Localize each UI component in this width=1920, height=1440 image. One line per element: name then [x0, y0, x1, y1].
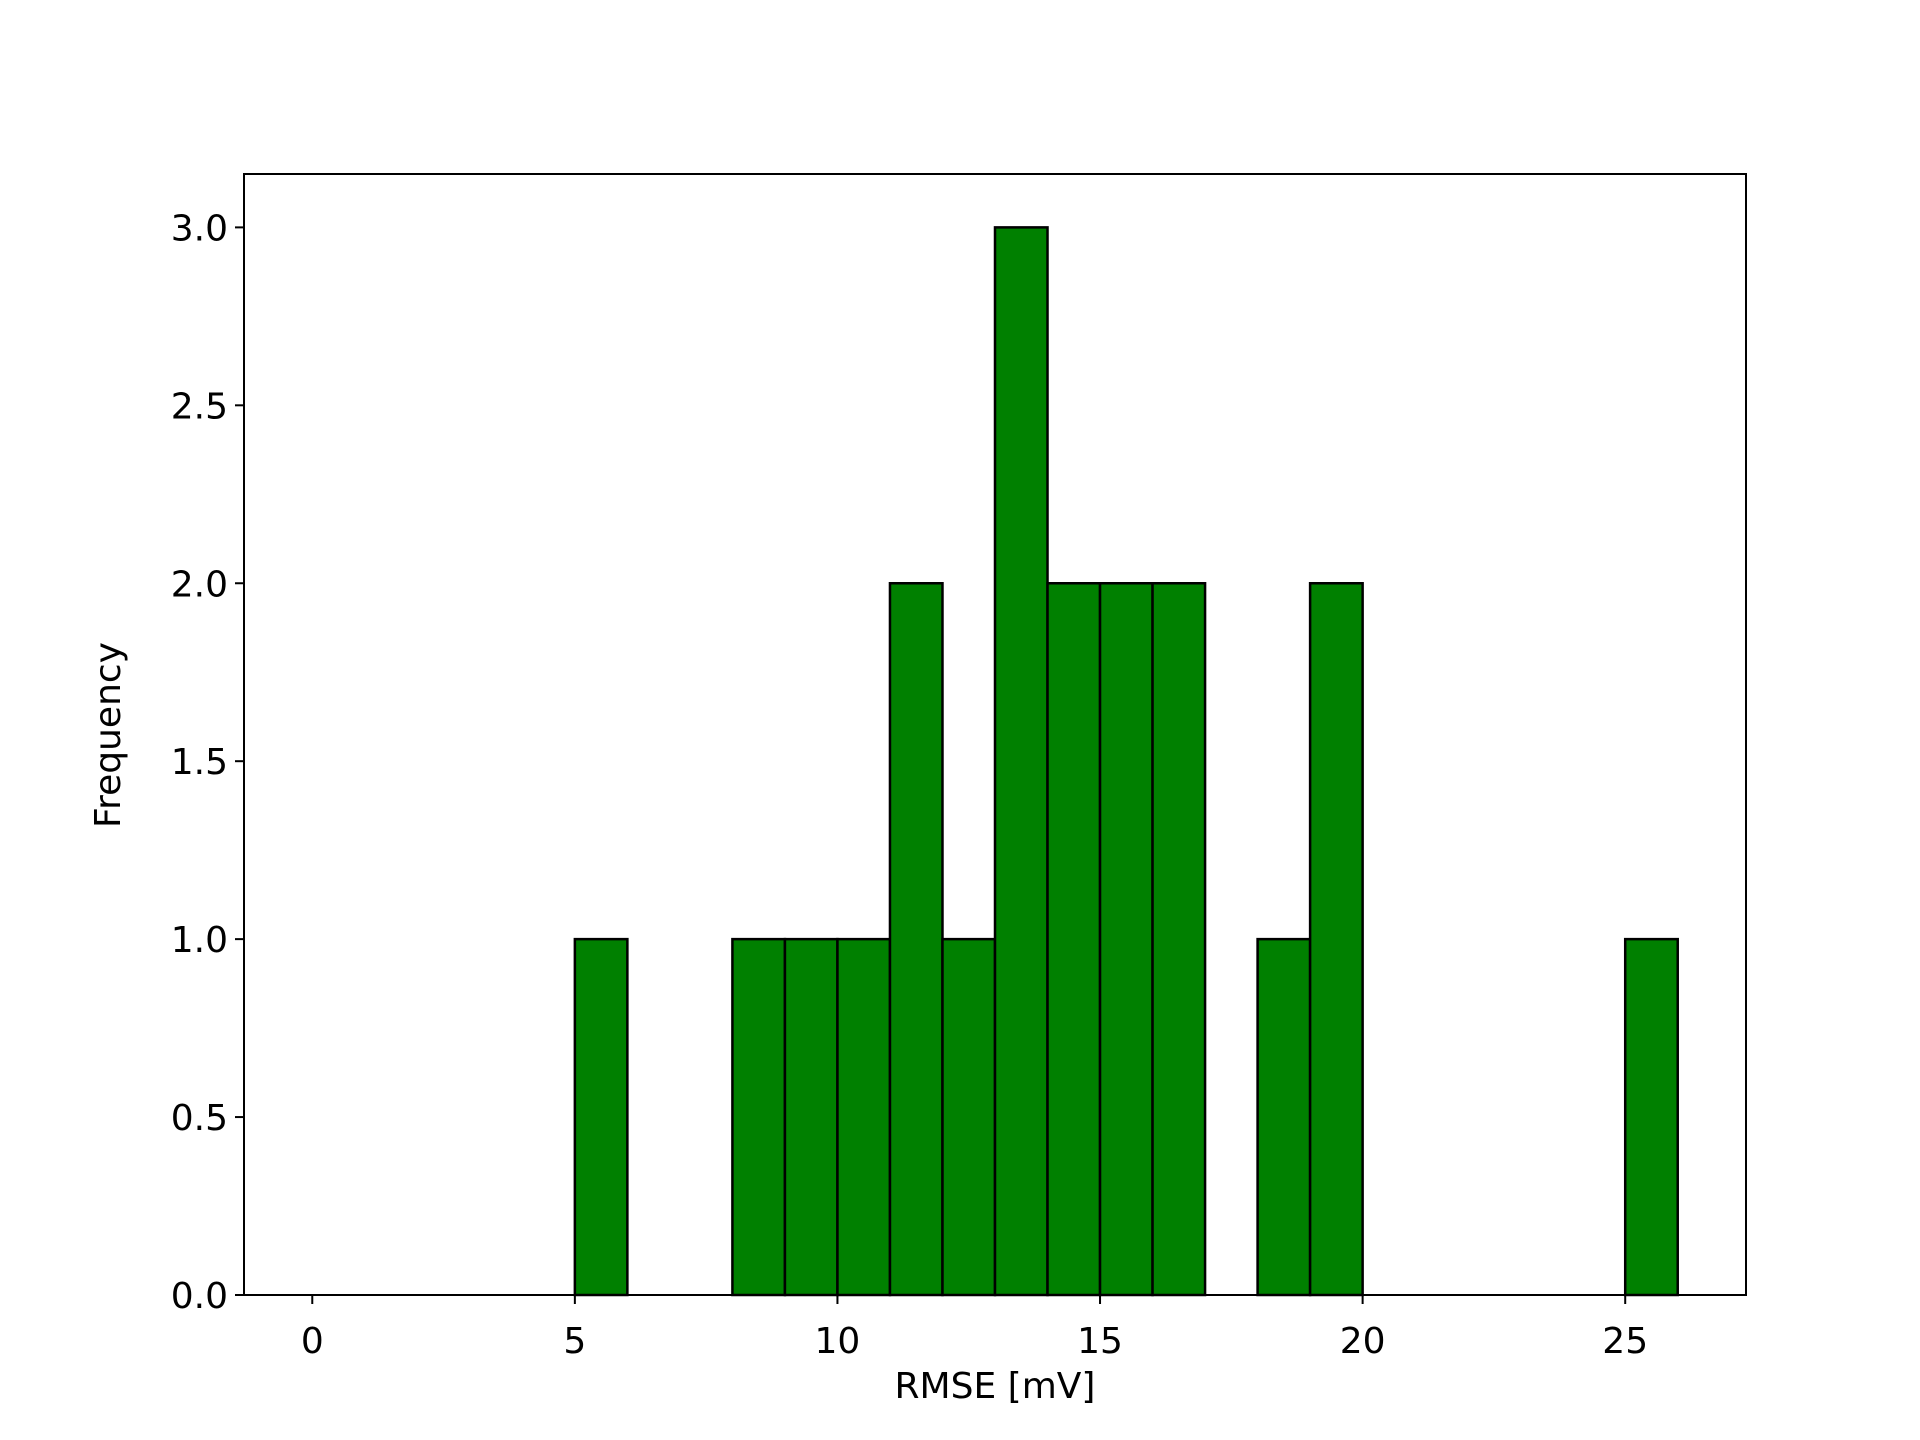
bar [1151, 582, 1207, 1297]
bar [836, 937, 892, 1297]
bar [783, 937, 839, 1297]
x-tick-label: 10 [815, 1321, 861, 1362]
x-tick-label: 25 [1602, 1321, 1648, 1362]
x-axis-label: RMSE [mV] [895, 1366, 1096, 1407]
bar [1046, 582, 1102, 1297]
y-axis-label: Frequency [88, 642, 129, 828]
y-tick-label: 3.0 [171, 208, 228, 249]
y-tick-label: 0.0 [171, 1276, 228, 1317]
bar [1308, 582, 1364, 1297]
bar [888, 582, 944, 1297]
y-tick-label: 0.5 [171, 1098, 228, 1139]
x-tick-label: 20 [1340, 1321, 1386, 1362]
y-tick-label: 2.5 [171, 386, 228, 427]
bar [993, 226, 1049, 1297]
x-tick-label: 0 [301, 1321, 324, 1362]
y-tick-label: 1.0 [171, 920, 228, 961]
bar [1256, 937, 1312, 1297]
bar [731, 937, 787, 1297]
y-tick-label: 2.0 [171, 564, 228, 605]
x-tick-label: 5 [563, 1321, 586, 1362]
bar [1098, 582, 1154, 1297]
y-tick-label: 1.5 [171, 742, 228, 783]
bar [573, 937, 629, 1297]
plot-frame [243, 173, 1747, 1296]
x-tick-label: 15 [1077, 1321, 1123, 1362]
bar [941, 937, 997, 1297]
bar [1623, 937, 1679, 1297]
